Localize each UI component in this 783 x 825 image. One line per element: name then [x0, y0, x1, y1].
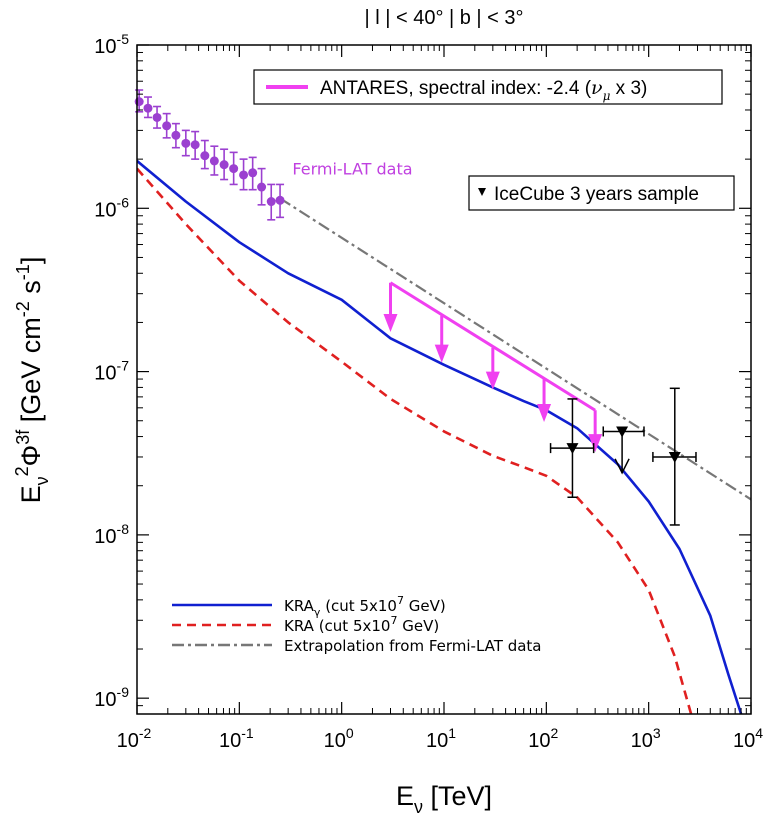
fermi-point — [276, 196, 285, 205]
fermi-point — [191, 140, 200, 149]
series-line-2 — [280, 198, 751, 499]
antares-line — [390, 283, 595, 410]
x-tick-label: 102 — [528, 725, 558, 752]
fermi-point — [162, 121, 171, 130]
x-tick-label: 101 — [426, 725, 456, 752]
y-tick-label: 10-8 — [94, 521, 129, 548]
x-tick-label: 100 — [324, 725, 354, 752]
fermi-point — [257, 183, 266, 192]
fermi-label: Fermi-LAT data — [292, 160, 412, 179]
antares-arrow-head — [383, 314, 397, 332]
fermi-point — [220, 160, 229, 169]
y-tick-label: 10-7 — [94, 358, 129, 385]
y-tick-label: 10-5 — [94, 31, 129, 58]
legend-label-icecube: IceCube 3 years sample — [494, 184, 699, 205]
legend-label-0: KRAγ (cut 5x107 GeV) — [284, 594, 446, 619]
legend-label-2: Extrapolation from Fermi-LAT data — [284, 637, 541, 655]
chart-title: | l | < 40° | b | < 3° — [364, 7, 523, 29]
fermi-point — [229, 164, 238, 173]
x-tick-label: 104 — [733, 725, 763, 752]
fermi-point — [171, 131, 180, 140]
x-axis-title: Eν [TeV] — [396, 781, 492, 817]
fermi-point — [210, 156, 219, 165]
x-tick-label: 10-2 — [117, 725, 152, 752]
fermi-point — [143, 104, 152, 113]
fermi-point — [267, 197, 276, 206]
antares-arrow-head — [486, 372, 500, 390]
fermi-point — [248, 168, 257, 177]
y-tick-label: 10-9 — [94, 684, 129, 711]
legend-label-1: KRA (cut 5x107 GeV) — [284, 614, 439, 635]
fermi-point — [153, 113, 162, 122]
y-axis-title: Eν2Φ3f [GeV cm-2 s-1] — [12, 257, 52, 504]
x-tick-label: 103 — [631, 725, 661, 752]
fermi-point — [239, 170, 248, 179]
x-tick-label: 10-1 — [219, 725, 254, 752]
fermi-point — [181, 139, 190, 148]
y-tick-label: 10-6 — [94, 194, 129, 221]
fermi-point — [200, 151, 209, 160]
fermi-point — [135, 97, 144, 106]
